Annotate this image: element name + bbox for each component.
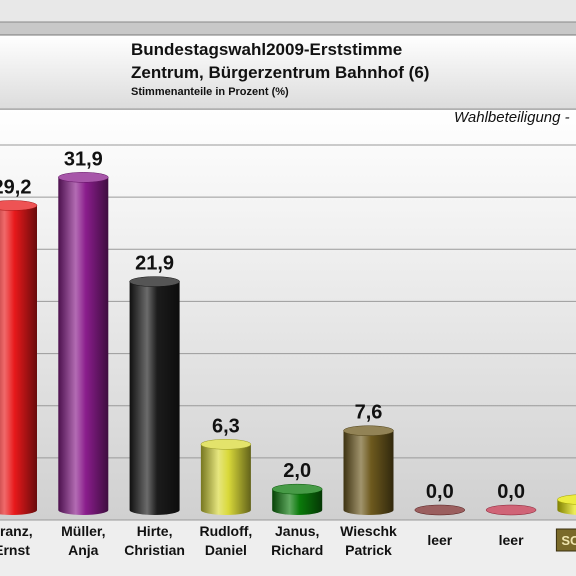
category-label: Wieschk bbox=[340, 523, 397, 539]
category-label: Rudloff, bbox=[199, 523, 252, 539]
category-label: Christian bbox=[124, 542, 185, 558]
bar bbox=[0, 200, 38, 515]
bar bbox=[129, 276, 180, 515]
category-label: leer bbox=[499, 532, 524, 548]
sonst-badge: SONS bbox=[555, 528, 576, 552]
value-label: 7,6 bbox=[355, 402, 383, 424]
value-label: 21,9 bbox=[135, 253, 174, 275]
value-label: 6,3 bbox=[212, 415, 240, 437]
turnout-label: Wahlbeteiligung - bbox=[454, 109, 570, 126]
value-label: 31,9 bbox=[64, 148, 103, 170]
category-labels: Franz, Ernst Müller, Anja Hirte, Christian Rud… bbox=[0, 523, 576, 558]
category-label: Richard bbox=[271, 542, 323, 558]
category-label: Hirte, bbox=[137, 523, 173, 539]
chart-subtitle: Zentrum, Bürgerzentrum Bahnhof (6) bbox=[131, 63, 430, 82]
bars bbox=[0, 172, 576, 516]
category-label: leer bbox=[427, 532, 452, 548]
category-label: SONS bbox=[561, 533, 576, 548]
value-label: 2,0 bbox=[283, 460, 311, 482]
value-label: 0,0 bbox=[426, 481, 454, 503]
top-strip bbox=[0, 0, 576, 22]
category-label: Daniel bbox=[205, 542, 247, 558]
bar bbox=[485, 504, 537, 516]
bar bbox=[414, 504, 466, 516]
category-label: Müller, bbox=[61, 523, 105, 539]
value-label: 29,2 bbox=[0, 176, 31, 198]
category-label: Franz, bbox=[0, 523, 33, 539]
chart-caption: Stimmenanteile in Prozent (%) bbox=[131, 86, 289, 98]
bar bbox=[271, 483, 323, 515]
bar bbox=[557, 494, 576, 515]
header-panel bbox=[0, 35, 576, 109]
bar bbox=[58, 172, 109, 516]
value-labels: 29,231,921,96,32,07,60,00,01 bbox=[0, 148, 525, 503]
category-label: Patrick bbox=[345, 542, 392, 558]
category-label: Janus, bbox=[275, 523, 319, 539]
bar bbox=[200, 439, 252, 515]
category-area bbox=[0, 520, 576, 576]
bar bbox=[343, 425, 394, 515]
value-label: 0,0 bbox=[497, 481, 525, 503]
chart-title: Bundestagswahl2009-Erststimme bbox=[131, 40, 403, 59]
category-label: Anja bbox=[68, 542, 99, 558]
category-label: Ernst bbox=[0, 542, 30, 558]
